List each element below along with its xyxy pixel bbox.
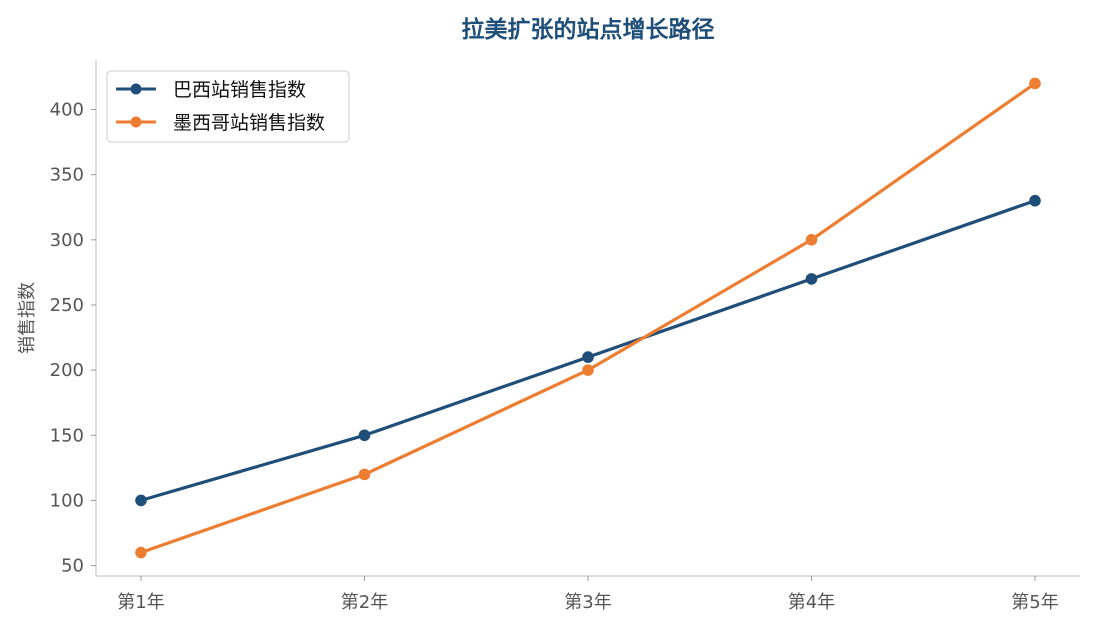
series-0-point: [805, 273, 818, 285]
x-ticks: 第1年 第2年 第3年 第4年 第5年: [117, 576, 1059, 613]
y-tick-label: 100: [50, 490, 84, 511]
x-tick-label: 第4年: [788, 592, 835, 613]
y-axis-label: 销售指数: [17, 282, 38, 354]
series-0-point: [1029, 194, 1041, 207]
series-line-0: [140, 199, 1036, 502]
x-tick-label: 第3年: [564, 592, 611, 613]
legend-label-brazil: 巴西站销售指数: [173, 79, 306, 101]
y-tick-label: 250: [50, 295, 84, 316]
y-tick-label: 200: [50, 360, 84, 381]
legend-marker-brazil: [130, 83, 142, 95]
series-1-point: [1029, 77, 1041, 90]
series-0-point: [582, 351, 594, 363]
y-tick-label: 150: [50, 425, 84, 446]
legend-box: [106, 70, 350, 143]
y-tick-label: 50: [61, 556, 84, 577]
series-0-point: [358, 429, 371, 442]
series-1-point: [582, 364, 594, 376]
series-1-point: [358, 468, 371, 481]
legend-label-mexico: 墨西哥站销售指数: [173, 112, 325, 134]
legend: 巴西站销售指数 墨西哥站销售指数: [106, 70, 350, 143]
series-layer: [135, 77, 1041, 559]
x-tick-label: 第2年: [341, 592, 388, 613]
x-tick-label: 第5年: [1011, 592, 1058, 613]
y-tick-label: 350: [50, 165, 84, 186]
series-1-point: [135, 546, 147, 559]
y-tick-label: 300: [50, 230, 84, 251]
series-1-point: [805, 234, 818, 246]
chart-title: 拉美扩张的站点增长路径: [462, 16, 715, 43]
series-0-point: [135, 494, 147, 507]
series-line-1: [140, 82, 1036, 555]
y-tick-label: 400: [50, 100, 84, 121]
legend-marker-mexico: [130, 116, 142, 128]
x-tick-label: 第1年: [117, 592, 164, 613]
y-ticks: 50 100 150 200 250 300 350 400: [50, 100, 96, 577]
